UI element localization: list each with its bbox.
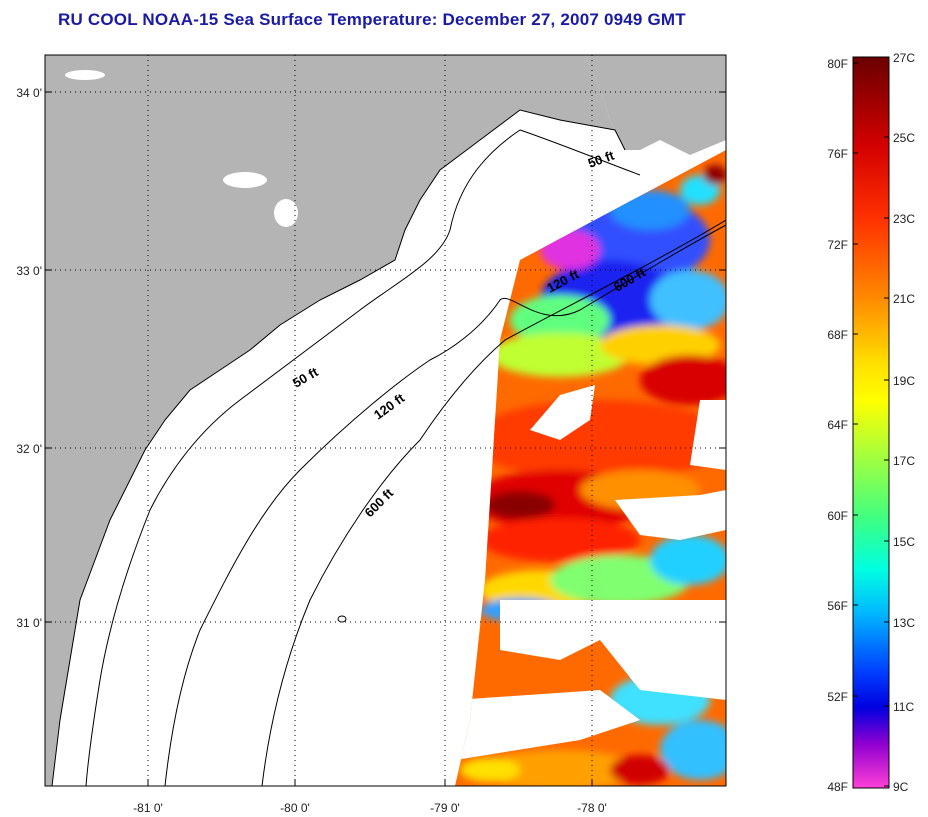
colorbar-c-label: 13C	[893, 616, 915, 630]
colorbar-c-label: 15C	[893, 535, 915, 549]
lon-tick-label: -79 0'	[430, 801, 460, 815]
colorbar-f-label: 72F	[827, 238, 848, 252]
colorbar-f-label: 52F	[827, 690, 848, 704]
colorbar-ticks	[853, 56, 889, 787]
contour-120ft	[164, 224, 726, 786]
lat-tick-label: 33 0'	[16, 264, 42, 278]
map-title: RU COOL NOAA-15 Sea Surface Temperature:…	[58, 10, 686, 29]
colorbar-c-label: 27C	[893, 51, 915, 65]
land-mass	[45, 55, 625, 786]
map-border	[44, 54, 727, 787]
colorbar-f-label: 56F	[827, 599, 848, 613]
lon-tick-label: -78 0'	[577, 801, 607, 815]
colorbar-c-label: 19C	[893, 374, 915, 388]
lat-tick-label: 31 0'	[16, 616, 42, 630]
colorbar-c-label: 11C	[893, 700, 914, 714]
lake	[223, 172, 267, 188]
contour-50ft	[85, 129, 641, 786]
colorbar-f-label: 68F	[827, 328, 848, 342]
colorbar-f-label: 76F	[827, 147, 848, 161]
colorbar-c-label: 9C	[893, 780, 909, 794]
seamount-contour	[337, 615, 347, 623]
lat-tick-label: 34 0'	[16, 86, 42, 100]
colorbar-f-label: 80F	[827, 57, 848, 71]
colorbar-f-label: 48F	[827, 780, 848, 794]
colorbar-c-label: 17C	[893, 454, 915, 468]
colorbar-c-label: 25C	[893, 131, 915, 145]
colorbar-f-label: 64F	[827, 418, 848, 432]
lat-tick-label: 32 0'	[16, 442, 42, 456]
axis-ticks	[45, 91, 726, 786]
colorbar-f-label: 60F	[827, 509, 848, 523]
lon-tick-label: -80 0'	[280, 801, 310, 815]
colorbar-c-label: 23C	[893, 212, 915, 226]
colorbar	[852, 56, 890, 789]
land-mass-ne	[585, 55, 726, 155]
map-gridlines	[45, 55, 726, 786]
lake	[274, 199, 298, 227]
coastline	[51, 109, 626, 786]
lon-tick-label: -81 0'	[133, 801, 163, 815]
colorbar-c-label: 21C	[893, 292, 915, 306]
lake	[65, 70, 105, 80]
contour-600ft	[261, 219, 726, 786]
